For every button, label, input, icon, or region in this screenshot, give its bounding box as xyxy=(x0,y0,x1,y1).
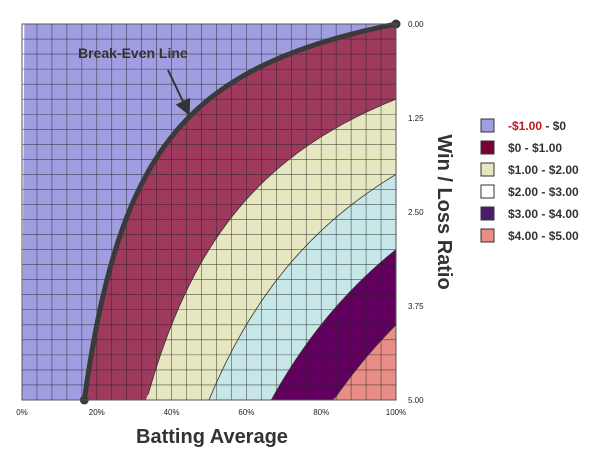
contour-line xyxy=(208,174,396,400)
x-axis-ticks: 0% 20% 40% 60% 80% 100% xyxy=(16,408,406,417)
y-axis-ticks: 0.00 1.25 2.50 3.75 5.00 xyxy=(408,20,424,405)
x-tick-label: 80% xyxy=(313,408,329,417)
legend: -$1.00 - $0 $0 - $1.00 $1.00 - $2.00 $2.00 … xyxy=(480,118,579,243)
contour-line xyxy=(271,249,396,399)
y-tick-label: 1.25 xyxy=(408,114,424,123)
legend-swatch xyxy=(480,140,495,155)
y-tick-label: 3.75 xyxy=(408,302,424,311)
legend-swatch xyxy=(480,228,495,243)
y-tick-label: 5.00 xyxy=(408,396,424,405)
band-1 xyxy=(22,24,396,400)
grid xyxy=(22,24,396,400)
legend-label: -$1.00 - $0 xyxy=(508,119,566,133)
legend-label-part: $1.00 - $2.00 xyxy=(508,163,579,177)
legend-label: $0 - $1.00 xyxy=(508,141,562,155)
band-5 xyxy=(22,324,396,400)
legend-label: $2.00 - $3.00 xyxy=(508,185,579,199)
band-boundaries xyxy=(147,98,396,400)
plot-border xyxy=(21,23,397,401)
legend-label-part: -$1.00 xyxy=(508,119,542,133)
legend-label-part: $0 - $1.00 xyxy=(508,141,562,155)
contour-line xyxy=(147,98,396,395)
x-tick-label: 0% xyxy=(16,408,28,417)
legend-swatch xyxy=(480,162,495,177)
legend-label-part: $4.00 - $5.00 xyxy=(508,229,579,243)
legend-swatch xyxy=(480,118,495,133)
expectancy-bands xyxy=(22,24,396,400)
legend-label: $1.00 - $2.00 xyxy=(508,163,579,177)
band-4 xyxy=(22,249,396,400)
legend-label: $4.00 - $5.00 xyxy=(508,229,579,243)
x-tick-label: 40% xyxy=(164,408,180,417)
contour-line xyxy=(334,324,396,398)
legend-swatch xyxy=(480,184,495,199)
y-tick-label: 2.50 xyxy=(408,208,424,217)
band-0 xyxy=(22,24,396,400)
y-tick-label: 0.00 xyxy=(408,20,424,29)
legend-label-part: - $0 xyxy=(542,119,566,133)
legend-label-part: $3.00 - $4.00 xyxy=(508,207,579,221)
break-even-label: Break-Even Line xyxy=(78,45,188,61)
x-axis-title: Batting Average xyxy=(136,426,288,448)
legend-label: $3.00 - $4.00 xyxy=(508,207,579,221)
legend-label-part: $2.00 - $3.00 xyxy=(508,185,579,199)
y-axis-title: Win / Loss Ratio xyxy=(433,134,455,289)
x-tick-label: 20% xyxy=(89,408,105,417)
band-3 xyxy=(22,174,396,400)
legend-swatch xyxy=(480,206,495,221)
x-tick-label: 60% xyxy=(238,408,254,417)
break-even-arrow xyxy=(167,69,191,116)
break-even-line xyxy=(81,21,399,403)
x-tick-label: 100% xyxy=(386,408,406,417)
